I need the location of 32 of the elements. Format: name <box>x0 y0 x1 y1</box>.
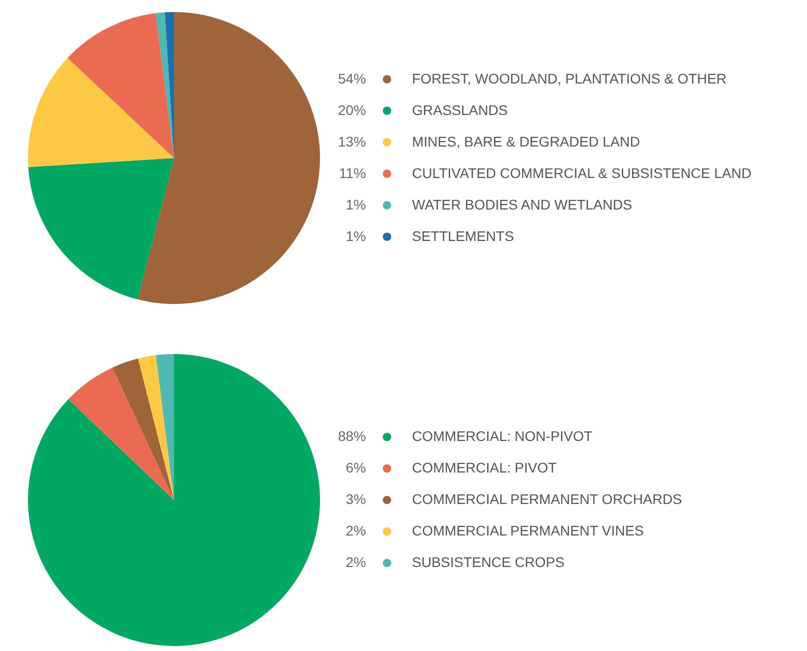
data-label: 2% <box>346 522 366 538</box>
pie-slice <box>28 58 174 168</box>
data-label: 13% <box>338 133 366 150</box>
legend-label: MINES, BARE & DEGRADED LAND <box>412 133 640 150</box>
legend-label: SUBSISTENCE CROPS <box>412 554 564 570</box>
legend-label: COMMERCIAL: PIVOT <box>412 460 558 476</box>
data-label: 6% <box>346 460 366 476</box>
pie-slice <box>156 354 174 500</box>
pie-slice <box>138 355 174 500</box>
legend-label: COMMERCIAL PERMANENT VINES <box>412 522 644 538</box>
data-label: 1% <box>346 196 366 212</box>
pie-slice <box>28 354 320 646</box>
data-label: 54% <box>338 70 366 86</box>
pie-slice <box>156 12 174 158</box>
legend-label: FOREST, WOODLAND, PLANTATIONS & OTHER <box>412 70 727 86</box>
pie-slice <box>112 358 174 500</box>
pie-slice <box>68 13 174 158</box>
legend-label: GRASSLANDS <box>412 102 508 118</box>
pie-slice <box>68 368 174 500</box>
legend-label: COMMERCIAL: NON-PIVOT <box>412 428 593 444</box>
data-label: 11% <box>339 164 366 181</box>
data-label: 1% <box>346 228 366 244</box>
data-label: 88% <box>338 428 366 444</box>
data-label: 3% <box>346 491 366 507</box>
data-label: 20% <box>338 102 366 118</box>
pie-slice <box>28 158 174 300</box>
legend-label: CULTIVATED COMMERCIAL & SUBSISTENCE LAND <box>412 164 752 181</box>
legend-label: COMMERCIAL PERMANENT ORCHARDS <box>412 491 682 507</box>
legend-label: SETTLEMENTS <box>412 228 514 244</box>
legend-label: WATER BODIES AND WETLANDS <box>412 196 632 212</box>
data-label: 2% <box>346 554 366 570</box>
pie-slice <box>138 12 320 304</box>
